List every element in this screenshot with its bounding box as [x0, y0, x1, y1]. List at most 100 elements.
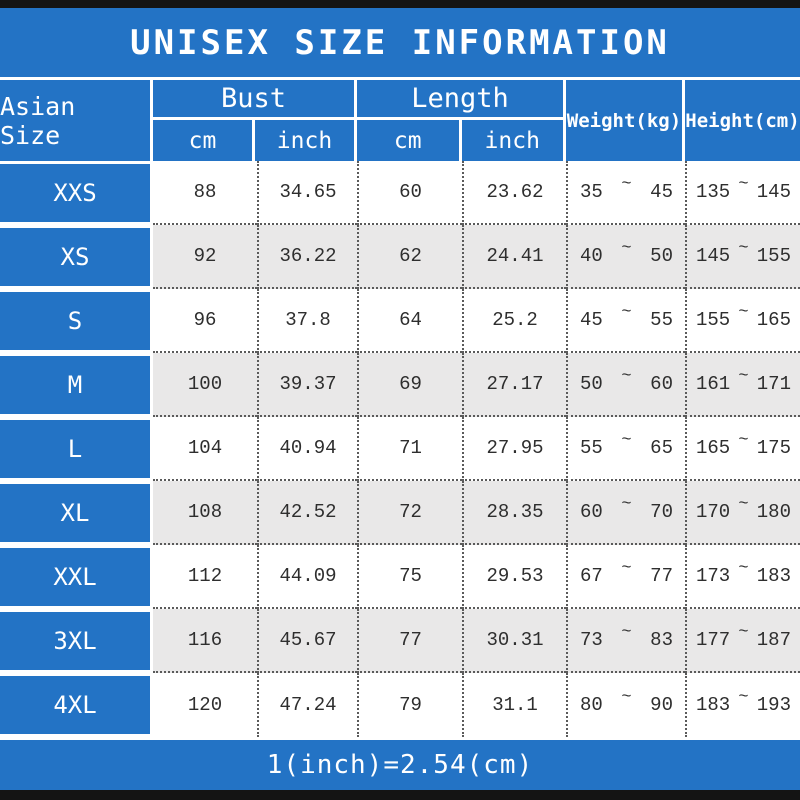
- length-cm-value: 79: [357, 673, 462, 737]
- height-range: 161 ~171: [685, 353, 800, 417]
- table-row: XS 92 36.22 62 24.41 40 ~50 145 ~155: [0, 225, 800, 289]
- header-asian-size: Asian Size: [0, 80, 153, 161]
- bust-cm-value: 100: [153, 353, 257, 417]
- length-cm-value: 75: [357, 545, 462, 609]
- header-length-cm: cm: [357, 120, 462, 161]
- bust-cm-value: 96: [153, 289, 257, 353]
- table-row: S 96 37.8 64 25.2 45 ~55 155 ~165: [0, 289, 800, 353]
- length-cm-value: 69: [357, 353, 462, 417]
- height-min: 155: [696, 309, 731, 331]
- top-bar: [0, 0, 800, 8]
- size-label: 4XL: [0, 673, 153, 737]
- bust-inch-value: 40.94: [257, 417, 357, 481]
- length-cm-value: 72: [357, 481, 462, 545]
- length-inch-value: 28.35: [462, 481, 566, 545]
- length-inch-value: 23.62: [462, 161, 566, 225]
- table-row: L 104 40.94 71 27.95 55 ~65 165 ~175: [0, 417, 800, 481]
- length-cm-value: 77: [357, 609, 462, 673]
- weight-max: 70: [650, 501, 673, 523]
- weight-range: 60 ~70: [566, 481, 685, 545]
- length-cm-value: 71: [357, 417, 462, 481]
- range-tilde: ~: [738, 687, 749, 707]
- weight-min: 73: [580, 629, 603, 651]
- range-tilde: ~: [621, 494, 632, 514]
- bust-cm-value: 108: [153, 481, 257, 545]
- size-label: 3XL: [0, 609, 153, 673]
- size-label: XXL: [0, 545, 153, 609]
- bottom-bar: [0, 790, 800, 800]
- table-row: XXS 88 34.65 60 23.62 35 ~45 135 ~145: [0, 161, 800, 225]
- header-weight: Weight(kg): [566, 80, 685, 161]
- weight-max: 90: [650, 694, 673, 716]
- weight-min: 50: [580, 373, 603, 395]
- size-label: XL: [0, 481, 153, 545]
- height-max: 187: [756, 629, 791, 651]
- weight-max: 50: [650, 245, 673, 267]
- bust-cm-value: 112: [153, 545, 257, 609]
- height-max: 145: [756, 181, 791, 203]
- height-max: 165: [756, 309, 791, 331]
- range-tilde: ~: [621, 238, 632, 258]
- height-range: 135 ~145: [685, 161, 800, 225]
- range-tilde: ~: [738, 174, 749, 194]
- weight-range: 40 ~50: [566, 225, 685, 289]
- header-height: Height(cm): [685, 80, 800, 161]
- header-group-bust: Bust cm inch: [153, 80, 357, 161]
- range-tilde: ~: [621, 687, 632, 707]
- height-max: 193: [756, 694, 791, 716]
- weight-range: 35 ~45: [566, 161, 685, 225]
- size-label: M: [0, 353, 153, 417]
- bust-inch-value: 47.24: [257, 673, 357, 737]
- weight-range: 50 ~60: [566, 353, 685, 417]
- table-row: 4XL 120 47.24 79 31.1 80 ~90 183 ~193: [0, 673, 800, 737]
- height-range: 177 ~187: [685, 609, 800, 673]
- range-tilde: ~: [621, 366, 632, 386]
- weight-min: 35: [580, 181, 603, 203]
- weight-max: 83: [650, 629, 673, 651]
- length-inch-value: 27.95: [462, 417, 566, 481]
- length-cm-value: 60: [357, 161, 462, 225]
- height-min: 135: [696, 181, 731, 203]
- header-length-inch: inch: [461, 120, 563, 161]
- header-bust-cm: cm: [153, 120, 255, 161]
- length-inch-value: 31.1: [462, 673, 566, 737]
- bust-cm-value: 92: [153, 225, 257, 289]
- range-tilde: ~: [738, 622, 749, 642]
- range-tilde: ~: [621, 558, 632, 578]
- length-cm-value: 62: [357, 225, 462, 289]
- table-row: 3XL 116 45.67 77 30.31 73 ~83 177 ~187: [0, 609, 800, 673]
- height-min: 165: [696, 437, 731, 459]
- table-header: Asian Size Bust cm inch Length cm inch W…: [0, 77, 800, 161]
- height-min: 161: [696, 373, 731, 395]
- height-range: 145 ~155: [685, 225, 800, 289]
- height-range: 170 ~180: [685, 481, 800, 545]
- range-tilde: ~: [738, 238, 749, 258]
- range-tilde: ~: [621, 430, 632, 450]
- weight-range: 67 ~77: [566, 545, 685, 609]
- bust-inch-value: 34.65: [257, 161, 357, 225]
- range-tilde: ~: [738, 302, 749, 322]
- weight-max: 55: [650, 309, 673, 331]
- height-min: 170: [696, 501, 731, 523]
- weight-max: 65: [650, 437, 673, 459]
- size-label: XXS: [0, 161, 153, 225]
- bust-cm-value: 104: [153, 417, 257, 481]
- bust-cm-value: 88: [153, 161, 257, 225]
- height-min: 145: [696, 245, 731, 267]
- weight-range: 45 ~55: [566, 289, 685, 353]
- bust-inch-value: 39.37: [257, 353, 357, 417]
- range-tilde: ~: [738, 494, 749, 514]
- weight-min: 55: [580, 437, 603, 459]
- range-tilde: ~: [621, 622, 632, 642]
- weight-max: 60: [650, 373, 673, 395]
- height-max: 183: [756, 565, 791, 587]
- height-max: 171: [756, 373, 791, 395]
- range-tilde: ~: [738, 366, 749, 386]
- header-length: Length: [357, 80, 563, 120]
- length-inch-value: 25.2: [462, 289, 566, 353]
- weight-min: 67: [580, 565, 603, 587]
- bust-inch-value: 37.8: [257, 289, 357, 353]
- height-min: 183: [696, 694, 731, 716]
- bust-inch-value: 45.67: [257, 609, 357, 673]
